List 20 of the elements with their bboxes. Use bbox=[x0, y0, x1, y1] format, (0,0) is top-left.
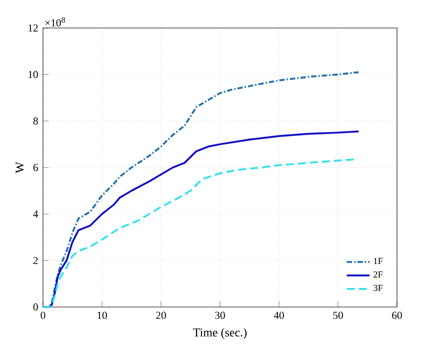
x-tick-label: 20 bbox=[156, 312, 166, 319]
y-tick-label: 4 bbox=[33, 210, 38, 218]
legend-label: 2F bbox=[374, 271, 383, 278]
x-tick-label: 10 bbox=[98, 312, 107, 319]
x-axis-title: Time (sec.) bbox=[193, 328, 247, 339]
x-tick-label: 0 bbox=[40, 312, 46, 319]
y-tick-label: 10 bbox=[28, 70, 38, 78]
x-tick-label: 50 bbox=[333, 312, 343, 319]
y-tick-label: 6 bbox=[33, 164, 38, 172]
y-tick-label: 8 bbox=[33, 117, 38, 125]
y-axis-title: W bbox=[16, 162, 24, 174]
y-tick-label: 2 bbox=[33, 256, 38, 264]
x-tick-label: 30 bbox=[215, 312, 225, 319]
y-tick-label: 12 bbox=[28, 24, 38, 32]
y-tick-label: 0 bbox=[33, 303, 38, 311]
x-tick-label: 40 bbox=[274, 312, 284, 319]
legend-label: 1F bbox=[374, 258, 383, 264]
x-tick-label: 60 bbox=[392, 312, 402, 319]
text: ×10$^{8}$ bbox=[45, 17, 65, 26]
legend-label: 3F bbox=[374, 284, 383, 292]
